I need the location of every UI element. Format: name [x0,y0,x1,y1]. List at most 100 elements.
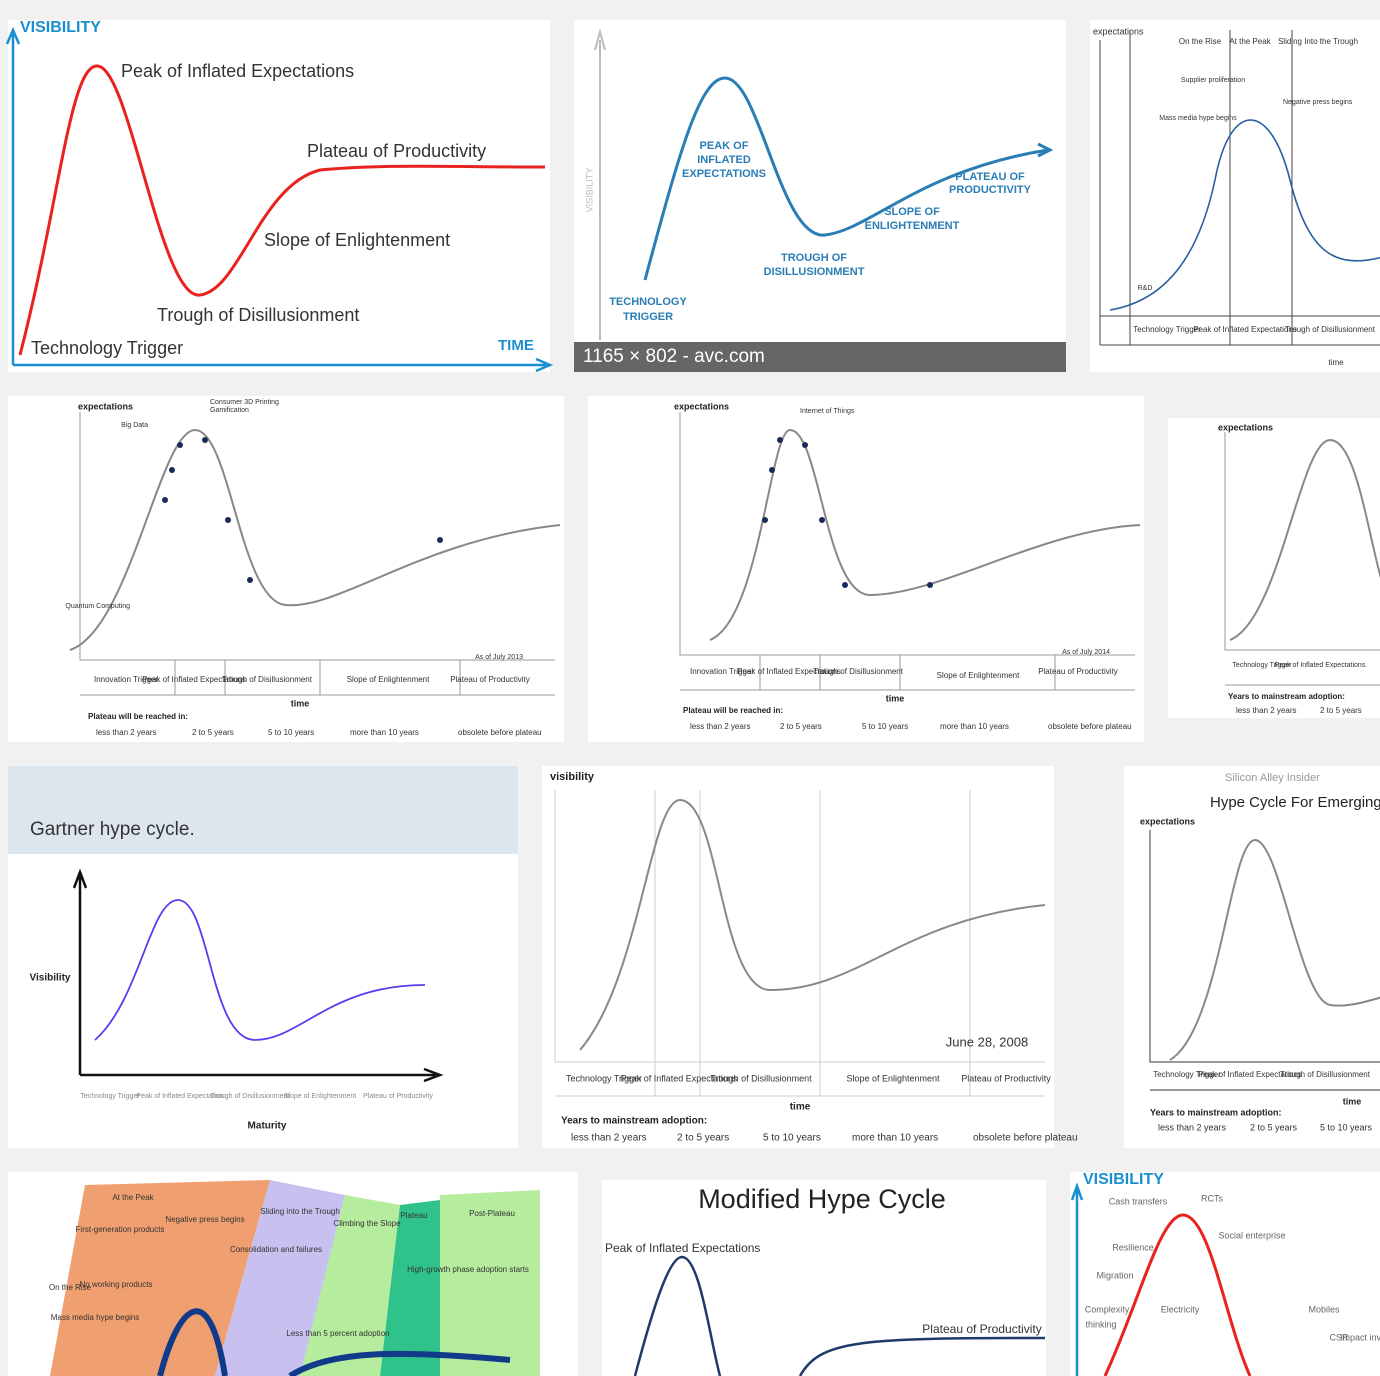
image-label: obsolete before plateau [458,728,542,737]
image-label: June 28, 2008 [946,1034,1028,1049]
axis [5,26,554,373]
image-label: 5 to 10 years [1320,1122,1373,1132]
image-label: Slope of Enlightenment [284,1093,356,1100]
markers [762,437,933,588]
image-label: obsolete before plateau [1048,722,1132,731]
thumbnail[interactable] [1090,20,1380,372]
image-label: At the Peak [1229,37,1271,46]
thumbnail[interactable] [602,1180,1046,1376]
image-label: At the Peak [112,1193,154,1202]
image-label: Plateau of Productivity [961,1073,1051,1083]
image-label: Gamification [210,407,249,414]
curve [69,428,561,651]
image-label: time [790,1102,811,1113]
curve [94,899,426,1041]
image-label: Peak of Inflated Expectations [1193,325,1297,334]
curve [1169,838,1380,1061]
axis [1224,432,1380,686]
image-label: On the Rise [49,1283,92,1292]
image-label: Trough of Disillusionment [211,1093,290,1100]
image-label: time [291,698,310,708]
image-label: Peak of Inflated Expectations [1275,662,1366,669]
image-label: 5 to 10 years [268,728,314,737]
image-label: Innovation Trigger [690,667,754,676]
image-label: Modified Hype Cycle [698,1184,946,1214]
axis [1099,30,1380,346]
image-label: Impact investing [1340,1332,1380,1342]
thumbnail[interactable] [574,20,1066,372]
axis [72,868,444,1083]
image-label: Plateau will be reached in: [683,706,783,715]
image-label: 5 to 10 years [862,722,908,731]
image-label: Plateau of Productivity [1038,667,1118,676]
image-label: Mass media hype begins [51,1313,140,1322]
image-label: PLATEAU OF [955,171,1025,183]
image-label: visibility [550,771,595,783]
curve [643,76,1054,281]
image-label: Sliding into the Trough [260,1207,340,1216]
curve [1103,1213,1252,1376]
thumbnail[interactable] [1168,418,1380,718]
image-label: 2 to 5 years [192,728,234,737]
image-label: As of July 2014 [1062,649,1110,656]
image-label: Plateau of Productivity [307,141,486,161]
image-label: expectations [1093,26,1144,36]
image-label: Technology Trigger [31,338,183,358]
image-label: Consolidation and failures [230,1245,322,1254]
image-label: R&D [1138,285,1153,292]
image-label: Mass media hype begins [1159,115,1237,122]
curve [18,64,546,356]
curve [709,428,1141,641]
image-label: Trough of Disillusionment [222,675,313,684]
image-label: Electricity [1161,1304,1200,1314]
image-label: time [1328,358,1344,367]
image-label: ENLIGHTENMENT [865,220,960,232]
image-label: Slope of Enlightenment [937,671,1021,680]
image-label: Trough of Disillusionment [813,667,904,676]
curve [1109,119,1380,311]
thumbnail[interactable] [8,396,564,742]
axis [554,790,1045,1097]
thumbnail[interactable] [542,766,1054,1148]
image-label: Less than 5 percent adoption [286,1329,389,1338]
image-label: Negative press begins [165,1215,244,1224]
markers [162,437,443,583]
image-label: Technology Trigger [80,1093,140,1100]
image-label: Negative press begins [1283,99,1353,106]
image-label: Plateau will be reached in: [88,712,188,721]
image-label: less than 2 years [96,728,156,737]
image-label: Slope of Enlightenment [846,1073,940,1083]
image-label: Maturity [248,1121,287,1132]
axis [79,412,555,696]
thumbnail[interactable] [1070,1172,1380,1376]
thumbnail[interactable] [588,396,1144,742]
image-label: expectations [78,401,133,411]
image-label: Technology Trigger [1133,325,1201,334]
image-label: TRIGGER [623,311,673,323]
image-label: expectations [1140,816,1195,826]
image-label: Slope of Enlightenment [264,230,450,250]
image-label: Cash transfers [1109,1196,1168,1206]
image-label: 2 to 5 years [677,1133,729,1144]
image-label: INFLATED [697,154,751,166]
image-label: Plateau [400,1211,427,1220]
axis [1149,830,1380,1091]
image-label: Plateau of Productivity [922,1322,1041,1336]
image-label: VISIBILITY [20,19,101,36]
image-label: less than 2 years [571,1133,647,1144]
image-label: Post-Plateau [469,1209,515,1218]
image-label: Social enterprise [1218,1230,1285,1240]
image-label: Trough of Disillusionment [157,305,359,325]
image-label: less than 2 years [690,722,750,731]
image-label: Sliding Into the Trough [1278,37,1358,46]
thumbnail[interactable] [1124,766,1380,1148]
image-label: TROUGH OF [781,252,847,264]
image-label: 2 to 5 years [1320,706,1362,715]
image-label: expectations [1218,422,1273,432]
image-label: Plateau of Productivity [450,675,530,684]
image-label: TIME [498,337,534,354]
image-label: PEAK OF [700,140,749,152]
image-label: As of July 2013 [475,654,523,661]
